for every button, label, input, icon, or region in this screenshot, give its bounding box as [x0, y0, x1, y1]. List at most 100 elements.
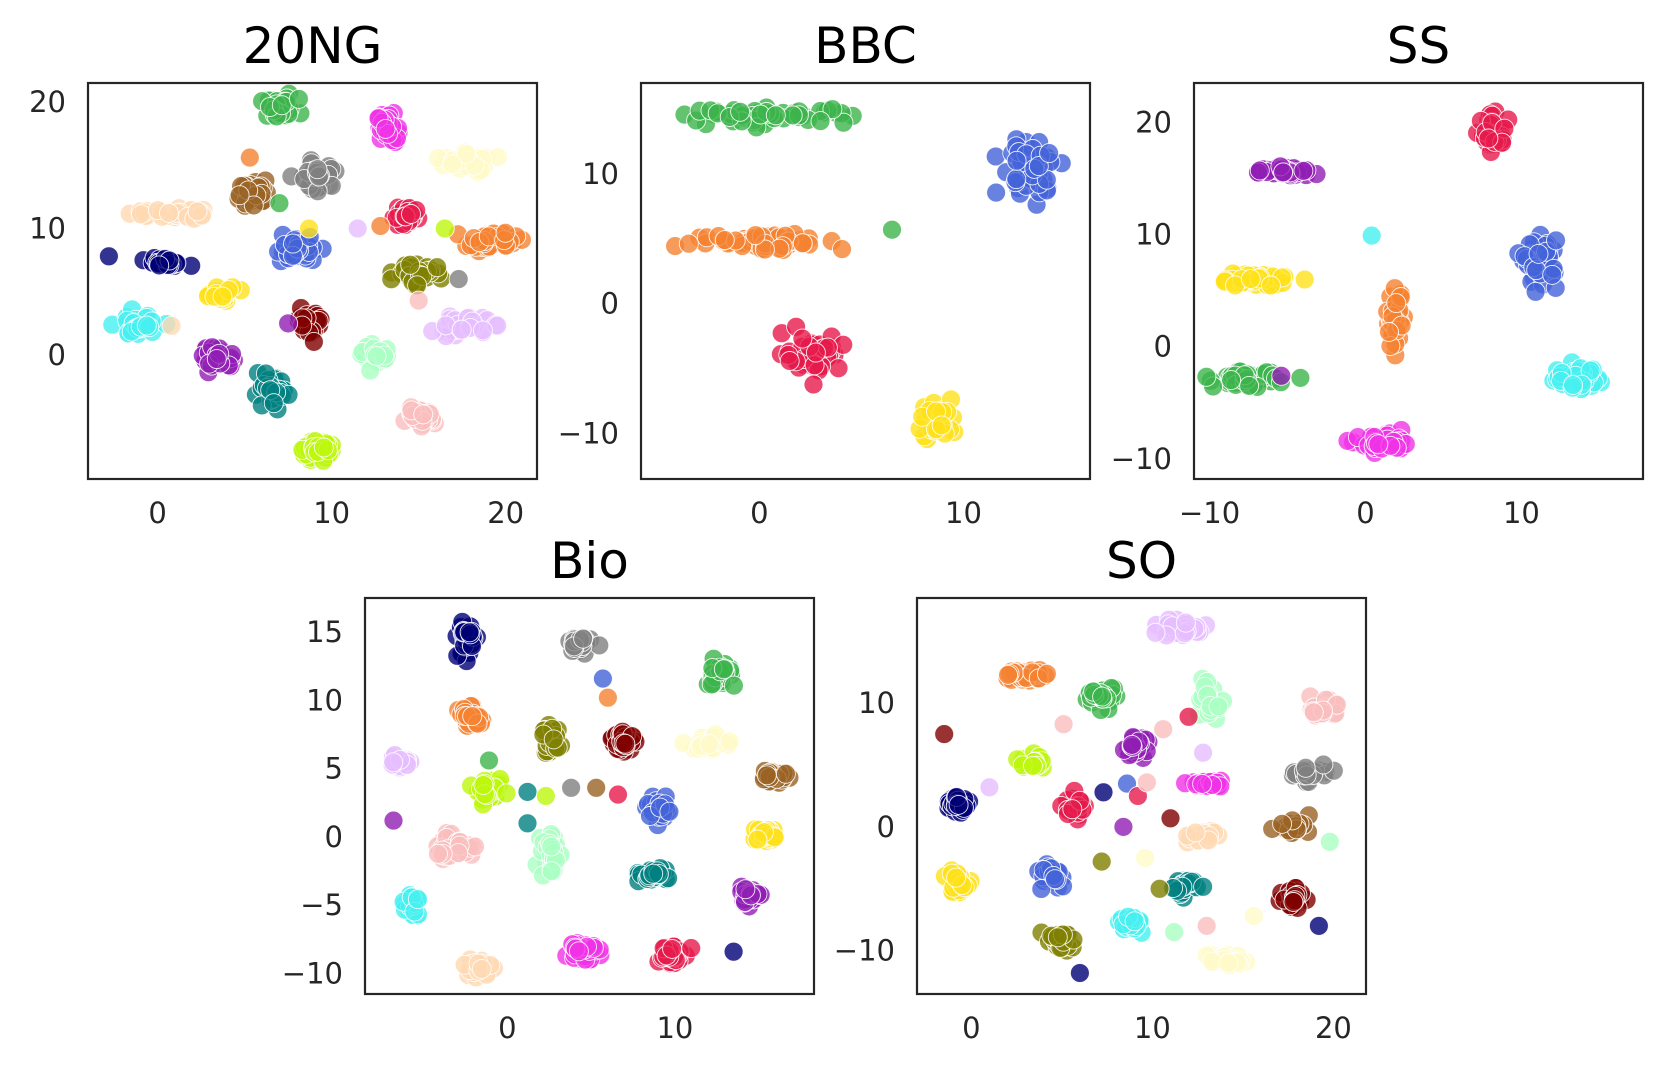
data-point: [730, 101, 751, 122]
data-point: [313, 437, 334, 458]
data-point: [1092, 686, 1113, 707]
data-point: [1208, 696, 1229, 717]
data-point: [934, 724, 955, 745]
data-point: [681, 938, 702, 959]
data-point: [1124, 911, 1145, 932]
data-point: [407, 889, 428, 910]
data-point: [495, 222, 516, 243]
data-point: [456, 143, 477, 164]
plot-frame-bbc: [639, 81, 1092, 481]
data-point: [1525, 281, 1546, 302]
data-point: [479, 750, 499, 771]
data-point: [1303, 702, 1324, 723]
data-point: [1164, 922, 1185, 943]
data-point: [427, 257, 448, 278]
data-point: [1294, 269, 1315, 290]
data-point: [615, 733, 636, 754]
data-point: [747, 829, 768, 850]
y-tick-label: −5: [300, 888, 343, 922]
y-tick-label: 0: [877, 810, 895, 844]
data-point: [1185, 822, 1206, 843]
data-point: [597, 687, 618, 708]
data-point: [473, 775, 494, 795]
data-point: [1039, 143, 1060, 164]
data-point: [1563, 375, 1583, 395]
data-point: [1149, 878, 1170, 899]
x-tick-label: 10: [945, 496, 982, 530]
data-point: [1196, 915, 1217, 936]
data-point: [1368, 434, 1389, 455]
data-point: [187, 201, 208, 222]
points-20ng: [98, 83, 532, 471]
data-point: [263, 393, 284, 414]
data-point: [561, 777, 582, 798]
y-tick-label: −10: [558, 417, 619, 451]
data-point: [1293, 160, 1314, 181]
data-point: [1136, 772, 1157, 793]
y-tick-label: 20: [1135, 105, 1172, 139]
data-point: [832, 239, 852, 260]
data-point: [1006, 150, 1027, 171]
data-point: [931, 415, 952, 436]
y-tick-label: 10: [582, 157, 619, 191]
data-point: [592, 668, 613, 689]
y-tick-label: 10: [858, 686, 895, 720]
data-point: [1145, 622, 1166, 643]
data-point: [283, 233, 303, 254]
data-point: [1243, 906, 1264, 926]
data-point: [1091, 851, 1112, 872]
data-point: [1062, 799, 1083, 820]
data-point: [496, 783, 517, 804]
data-point: [1290, 367, 1311, 388]
data-point: [541, 836, 562, 857]
data-point: [471, 959, 492, 979]
data-point: [1196, 366, 1217, 387]
data-point: [1361, 225, 1382, 246]
data-point: [1160, 808, 1181, 829]
data-point: [442, 154, 463, 175]
points-ss: [1196, 101, 1611, 463]
data-point: [243, 195, 264, 216]
data-point: [434, 218, 455, 239]
data-point: [792, 328, 813, 349]
y-tick-label: −10: [282, 957, 343, 991]
data-point: [1239, 375, 1260, 396]
data-point: [882, 219, 902, 240]
x-tick-label: 20: [487, 496, 524, 530]
data-point: [161, 315, 182, 336]
panel-so: SO 0 10 20 −10 0 10: [834, 532, 1368, 1045]
y-tick-label: 20: [29, 85, 66, 119]
y-tick-label: 0: [601, 287, 619, 321]
x-tick-label: 0: [148, 496, 166, 530]
y-tick-label: 0: [48, 338, 66, 372]
data-point: [472, 320, 493, 341]
data-point: [459, 622, 480, 643]
data-point: [1036, 663, 1057, 684]
data-point: [375, 118, 396, 139]
panel-title-so: SO: [1106, 532, 1177, 590]
data-point: [303, 331, 324, 352]
data-point: [1069, 963, 1090, 983]
data-point: [1113, 816, 1134, 837]
data-point: [1478, 128, 1499, 149]
data-point: [428, 843, 448, 864]
data-point: [158, 203, 179, 223]
panel-bio: Bio 0 10 −10 −5 0 5 10 15: [282, 532, 816, 1045]
data-point: [714, 230, 735, 251]
data-point: [206, 349, 227, 370]
data-point: [1271, 365, 1292, 386]
data-point: [1135, 847, 1156, 868]
panel-bbc: BBC 0 10 −10 0 10: [558, 17, 1092, 530]
data-point: [1313, 754, 1334, 775]
data-point: [822, 99, 843, 120]
data-point: [723, 675, 744, 696]
data-point: [998, 664, 1019, 685]
y-tick-label: −10: [1111, 442, 1172, 476]
data-point: [1122, 734, 1142, 755]
data-point: [1295, 757, 1316, 778]
data-point: [805, 342, 826, 363]
data-point: [946, 867, 967, 888]
data-point: [1218, 953, 1239, 973]
data-point: [1006, 169, 1027, 190]
plot-frame-so: [915, 596, 1368, 996]
